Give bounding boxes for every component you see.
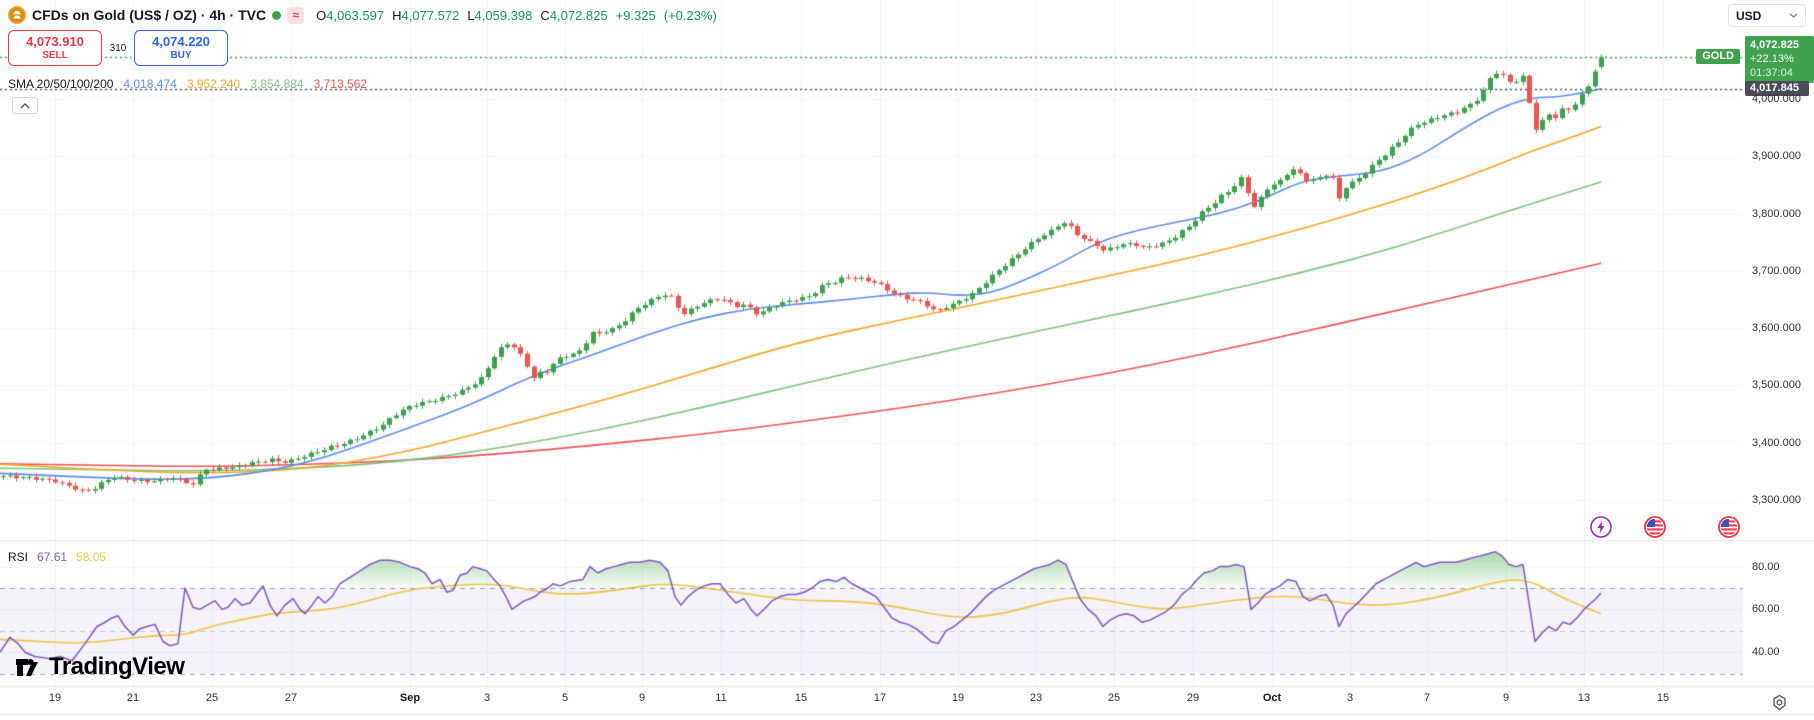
time-axis-label: 17 bbox=[873, 692, 887, 704]
flash-event-icon[interactable] bbox=[1590, 516, 1612, 538]
rsi-ma-value: 58.05 bbox=[76, 550, 107, 564]
time-axis-label: 25 bbox=[205, 692, 219, 704]
trade-panel: 4,073.910 SELL 310 4,074.220 BUY bbox=[8, 30, 228, 66]
time-axis-label: 9 bbox=[638, 692, 646, 704]
price-axis-label: 3,600.000 bbox=[1752, 322, 1801, 334]
time-axis-label: 29 bbox=[1186, 692, 1200, 704]
time-axis-label: 25 bbox=[1107, 692, 1121, 704]
symbol-title[interactable]: CFDs on Gold (US$ / OZ) · 4h · TVC bbox=[32, 7, 267, 23]
symbol-price-badge[interactable]: GOLD bbox=[1696, 49, 1740, 64]
time-axis-settings-button[interactable] bbox=[1771, 694, 1788, 716]
time-axis-label: 13 bbox=[1577, 692, 1591, 704]
time-axis-label: Oct bbox=[1262, 692, 1282, 704]
price-axis-label: 3,900.000 bbox=[1752, 150, 1801, 163]
rsi-indicator-legend[interactable]: RSI 67.61 58.05 bbox=[8, 550, 106, 564]
collapse-legend-button[interactable] bbox=[12, 97, 38, 114]
gear-icon bbox=[1773, 694, 1786, 711]
rsi-axis-label: 60.00 bbox=[1752, 603, 1780, 616]
time-axis-label: 27 bbox=[284, 692, 298, 704]
price-axis-label: 3,800.000 bbox=[1752, 207, 1801, 220]
time-axis-label: 23 bbox=[1029, 692, 1043, 704]
currency-selector[interactable]: USD bbox=[1728, 4, 1806, 27]
watermark-text: TradingView bbox=[49, 653, 185, 680]
symbol-legend[interactable]: CFDs on Gold (US$ / OZ) · 4h · TVC ≈ O4,… bbox=[8, 4, 717, 26]
tradingview-logo-icon bbox=[16, 658, 38, 676]
rsi-axis-label: 80.00 bbox=[1752, 560, 1780, 573]
sell-price: 4,073.910 bbox=[26, 34, 84, 50]
sell-label: SELL bbox=[42, 49, 68, 61]
currency-value: USD bbox=[1736, 8, 1762, 23]
time-axis-label: 21 bbox=[126, 692, 140, 704]
rsi-axis-label: 40.00 bbox=[1752, 646, 1780, 659]
sma200-value: 3,713.562 bbox=[313, 77, 367, 91]
sma-label: SMA 20/50/100/200 bbox=[8, 77, 114, 91]
bar-countdown: 01:37:04 bbox=[1750, 67, 1793, 79]
time-axis-label: 11 bbox=[715, 692, 727, 704]
close-label: C bbox=[540, 7, 550, 23]
high-label: H bbox=[392, 7, 402, 23]
rsi-value: 67.61 bbox=[37, 550, 68, 564]
time-axis-label: 15 bbox=[1656, 692, 1670, 704]
buy-price: 4,074.220 bbox=[152, 34, 210, 50]
us-flag-event-icon[interactable] bbox=[1718, 516, 1740, 538]
time-axis-label: 5 bbox=[561, 692, 569, 704]
us-flag-event-icon[interactable] bbox=[1644, 516, 1666, 538]
time-axis-label: Sep bbox=[399, 692, 421, 704]
delayed-data-icon[interactable]: ≈ bbox=[287, 6, 305, 24]
sma50-value: 3,952.240 bbox=[186, 77, 241, 91]
buy-button[interactable]: 4,074.220 BUY bbox=[134, 30, 228, 66]
sma-indicator-legend[interactable]: SMA 20/50/100/200 4,018.474 3,952.240 3,… bbox=[8, 77, 367, 91]
sma100-value: 3,854.884 bbox=[250, 77, 304, 91]
last-price-badge[interactable]: 4,072.825 +22.13% 01:37:04 bbox=[1745, 36, 1814, 83]
tradingview-watermark[interactable]: TradingView bbox=[14, 653, 185, 681]
gold-coin-icon bbox=[8, 6, 26, 24]
low-value: 4,059.398 bbox=[474, 7, 533, 23]
price-axis-label: 4,000.000 bbox=[1752, 93, 1801, 105]
change-pct-value: (+0.23%) bbox=[663, 7, 717, 23]
change-value: +9.325 bbox=[615, 7, 656, 23]
secondary-price-badge[interactable]: 4,017.845 bbox=[1745, 81, 1809, 96]
last-price-value: 4,072.825 bbox=[1750, 39, 1799, 51]
price-axis-label: 3,400.000 bbox=[1752, 436, 1801, 449]
time-axis-label: 9 bbox=[1502, 692, 1510, 704]
time-axis-label: 19 bbox=[48, 692, 62, 704]
open-label: O bbox=[316, 7, 327, 23]
badge-change-pct: +22.13% bbox=[1750, 53, 1794, 65]
chevron-down-icon bbox=[1789, 13, 1798, 18]
chevron-up-icon bbox=[20, 102, 30, 108]
sma20-value: 4,018.474 bbox=[123, 77, 177, 91]
sell-button[interactable]: 4,073.910 SELL bbox=[8, 30, 102, 66]
time-axis-label: 15 bbox=[794, 692, 808, 704]
spread-value: 310 bbox=[102, 40, 134, 56]
ohlc-values: O4,063.597 H4,077.572 L4,059.398 C4,072.… bbox=[316, 8, 717, 23]
open-value: 4,063.597 bbox=[326, 7, 385, 23]
market-open-dot-icon[interactable] bbox=[272, 10, 282, 20]
low-label: L bbox=[467, 7, 475, 23]
time-axis-label: 7 bbox=[1423, 692, 1431, 704]
close-value: 4,072.825 bbox=[549, 7, 608, 23]
price-axis-label: 3,300.000 bbox=[1752, 493, 1801, 506]
rsi-label: RSI bbox=[8, 550, 29, 564]
price-axis-label: 3,500.000 bbox=[1752, 379, 1801, 392]
time-axis-label: 19 bbox=[951, 692, 965, 704]
time-axis-label: 3 bbox=[483, 692, 491, 704]
high-value: 4,077.572 bbox=[401, 7, 460, 23]
time-axis-label: 3 bbox=[1346, 692, 1354, 704]
buy-label: BUY bbox=[170, 49, 192, 61]
price-axis-label: 3,700.000 bbox=[1752, 264, 1801, 277]
